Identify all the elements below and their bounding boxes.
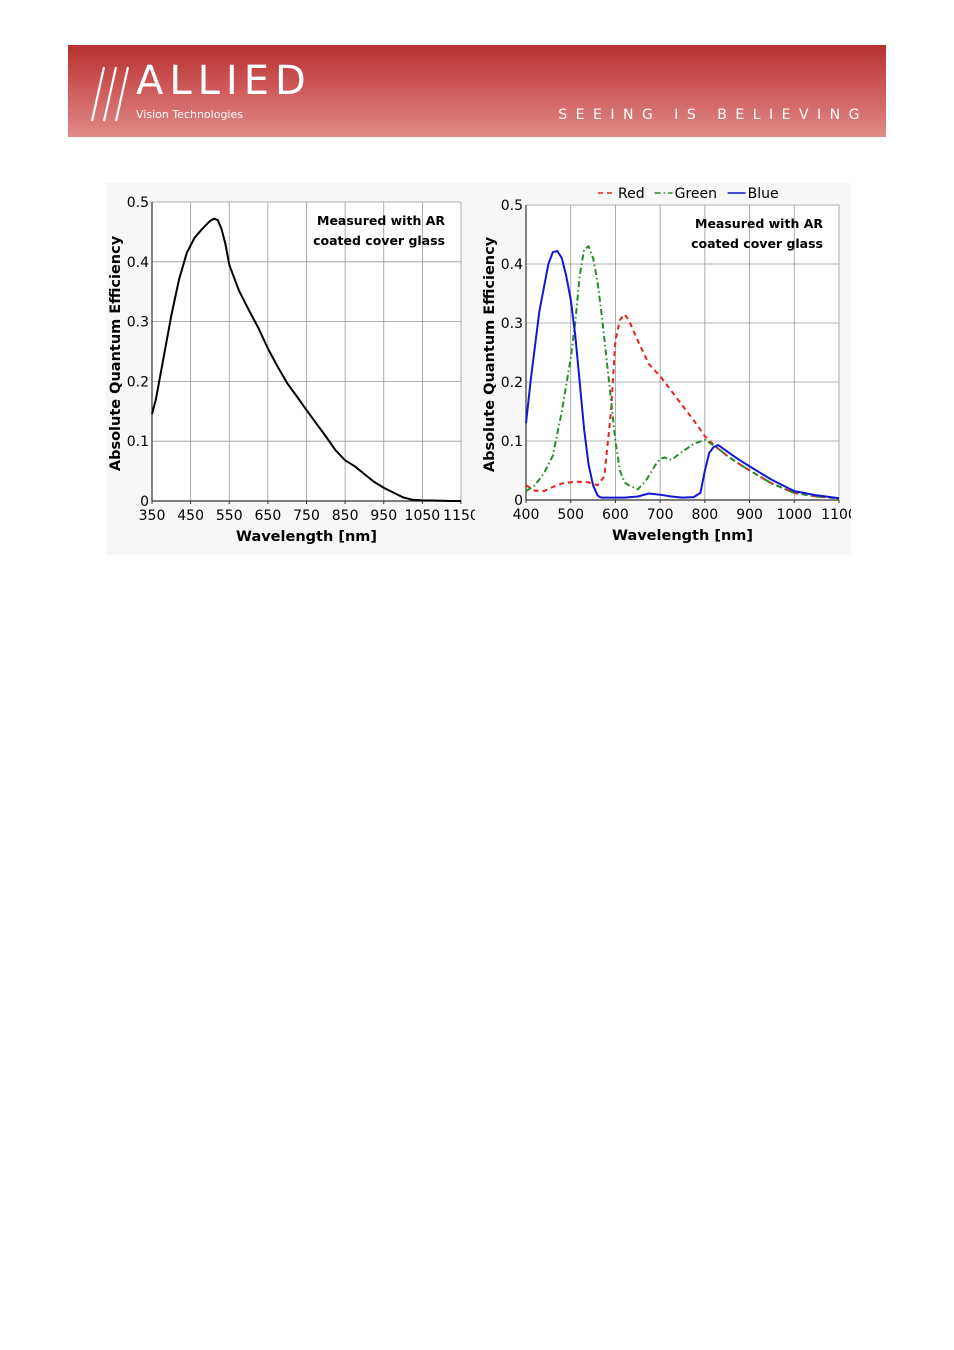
legend-label-red: Red (618, 186, 645, 202)
y-tick-label: 0 (140, 494, 149, 510)
annotation-text: coated cover glass (313, 233, 445, 248)
logo-subtext: Vision Technologies (136, 108, 243, 121)
x-tick-label: 650 (255, 508, 282, 524)
series-line-blue (525, 250, 840, 500)
y-tick-label: 0.5 (501, 198, 523, 214)
x-tick-label: 850 (332, 508, 359, 524)
tagline: SEEING IS BELIEVING (558, 107, 868, 123)
y-tick-label: 0.2 (501, 375, 523, 391)
x-axis-label: Wavelength [nm] (236, 529, 377, 545)
y-tick-label: 0 (514, 493, 523, 509)
header-banner: ALLIED Vision Technologies SEEING IS BEL… (68, 45, 886, 137)
logo-text: ALLIED (136, 58, 312, 104)
logo-slashes-icon (90, 66, 130, 122)
series-line-red (525, 313, 840, 500)
y-tick-label: 0.3 (501, 316, 523, 332)
series-line-green (525, 245, 840, 500)
x-tick-label: 750 (293, 508, 320, 524)
legend-label-green: Green (675, 186, 717, 202)
annotation-text: coated cover glass (691, 236, 823, 251)
x-tick-label: 950 (370, 508, 397, 524)
y-axis-label: Absolute Quantum Efficiency (108, 235, 124, 471)
series-line-qe (151, 217, 461, 502)
y-axis-label: Absolute Quantum Efficiency (482, 236, 498, 472)
x-tick-label: 900 (736, 507, 763, 523)
x-tick-label: 1000 (776, 507, 812, 523)
x-tick-label: 1050 (405, 508, 441, 524)
x-axis-label: Wavelength [nm] (612, 528, 753, 544)
plot-area (526, 205, 839, 500)
x-tick-label: 550 (216, 508, 243, 524)
x-tick-label: 350 (139, 508, 166, 524)
y-tick-label: 0.3 (127, 315, 149, 331)
x-tick-label: 800 (691, 507, 718, 523)
x-tick-label: 600 (602, 507, 629, 523)
legend-label-blue: Blue (748, 186, 779, 202)
y-tick-label: 0.1 (127, 434, 149, 450)
y-tick-label: 0.4 (127, 255, 149, 271)
x-tick-label: 500 (557, 507, 584, 523)
annotation-text: Measured with AR (317, 213, 445, 228)
annotation-text: Measured with AR (695, 216, 823, 231)
x-tick-label: 400 (513, 507, 540, 523)
y-tick-label: 0.1 (501, 434, 523, 450)
y-tick-label: 0.5 (127, 195, 149, 211)
x-tick-label: 1150 (443, 508, 479, 524)
x-tick-label: 700 (647, 507, 674, 523)
y-tick-label: 0.2 (127, 374, 149, 390)
x-tick-label: 450 (177, 508, 204, 524)
chart-mono-qe: 350 450 550 650 750 850 950 1050 1150 0 0.1 0.2 0.3 0… (106, 183, 480, 555)
y-tick-label: 0.4 (501, 257, 523, 273)
